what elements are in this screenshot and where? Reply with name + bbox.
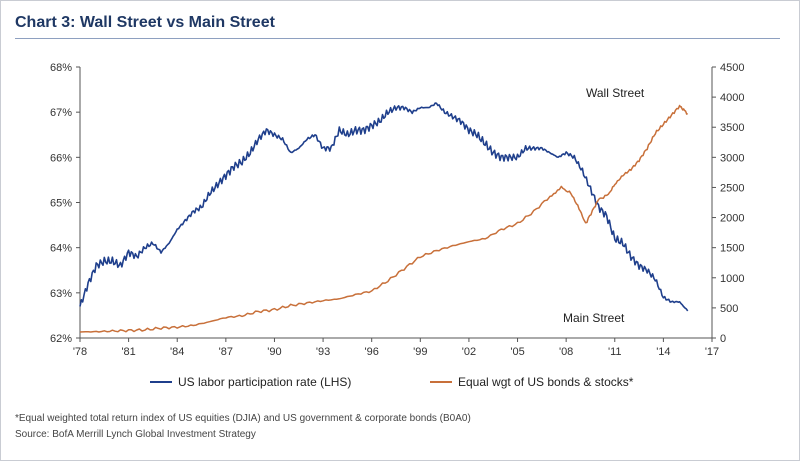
- right-tick-label: 3500: [720, 122, 744, 134]
- legend-label-bonds-stocks: Equal wgt of US bonds & stocks*: [458, 375, 634, 389]
- left-tick-label: 63%: [50, 288, 72, 300]
- left-tick-label: 67%: [50, 107, 72, 119]
- right-tick-label: 4500: [720, 62, 744, 74]
- series-lines: [79, 102, 689, 333]
- x-tick-label: '99: [413, 346, 427, 358]
- source-note: Source: BofA Merrill Lynch Global Invest…: [15, 429, 256, 440]
- series-line-1: [79, 104, 688, 333]
- x-tick-label: '05: [510, 346, 524, 358]
- annotation-wall-street: Wall Street: [586, 86, 645, 100]
- right-tick-label: 500: [720, 303, 738, 315]
- x-axis-ticks: '78 '81 '84 '87 '90 '93 '96 '99 '02 '05 '08 '11 '14 '…: [73, 338, 719, 358]
- right-tick-label: 1000: [720, 273, 744, 285]
- x-tick-label: '11: [608, 346, 622, 358]
- left-tick-label: 65%: [50, 198, 72, 210]
- series-line-0: [79, 102, 689, 312]
- x-tick-label: '90: [267, 346, 281, 358]
- footnote: *Equal weighted total return index of US…: [15, 413, 471, 424]
- x-tick-label: '08: [559, 346, 573, 358]
- right-tick-label: 2000: [720, 213, 744, 225]
- legend-swatch-bonds-stocks: [430, 381, 452, 383]
- legend-label-labor: US labor participation rate (LHS): [178, 375, 352, 389]
- annotation-main-street: Main Street: [563, 311, 625, 325]
- x-tick-label: '93: [316, 346, 330, 358]
- left-tick-label: 68%: [50, 62, 72, 74]
- x-tick-label: '02: [462, 346, 476, 358]
- left-axis-ticks: 68% 67% 66% 65% 64% 63% 62%: [50, 62, 80, 345]
- x-tick-label: '14: [656, 346, 670, 358]
- chart-title: Chart 3: Wall Street vs Main Street: [15, 14, 275, 31]
- right-tick-label: 2500: [720, 182, 744, 194]
- legend-swatch-labor: [150, 381, 172, 383]
- right-tick-label: 4000: [720, 92, 744, 104]
- right-axis-ticks: 4500 4000 3500 3000 2500 2000 1500 1000 500 0: [712, 62, 744, 345]
- x-tick-label: '17: [705, 346, 719, 358]
- title-divider: [15, 38, 780, 39]
- x-tick-label: '96: [365, 346, 379, 358]
- left-tick-label: 66%: [50, 152, 72, 164]
- x-tick-label: '87: [219, 346, 233, 358]
- legend: US labor participation rate (LHS) Equal …: [0, 375, 800, 391]
- x-tick-label: '81: [121, 346, 135, 358]
- right-tick-label: 3000: [720, 152, 744, 164]
- x-tick-label: '84: [170, 346, 184, 358]
- legend-item-bonds-stocks: Equal wgt of US bonds & stocks*: [430, 375, 633, 389]
- left-tick-label: 64%: [50, 243, 72, 255]
- x-tick-label: '78: [73, 346, 87, 358]
- left-tick-label: 62%: [50, 333, 72, 345]
- right-tick-label: 0: [720, 333, 726, 345]
- right-tick-label: 1500: [720, 243, 744, 255]
- legend-item-labor: US labor participation rate (LHS): [150, 375, 351, 389]
